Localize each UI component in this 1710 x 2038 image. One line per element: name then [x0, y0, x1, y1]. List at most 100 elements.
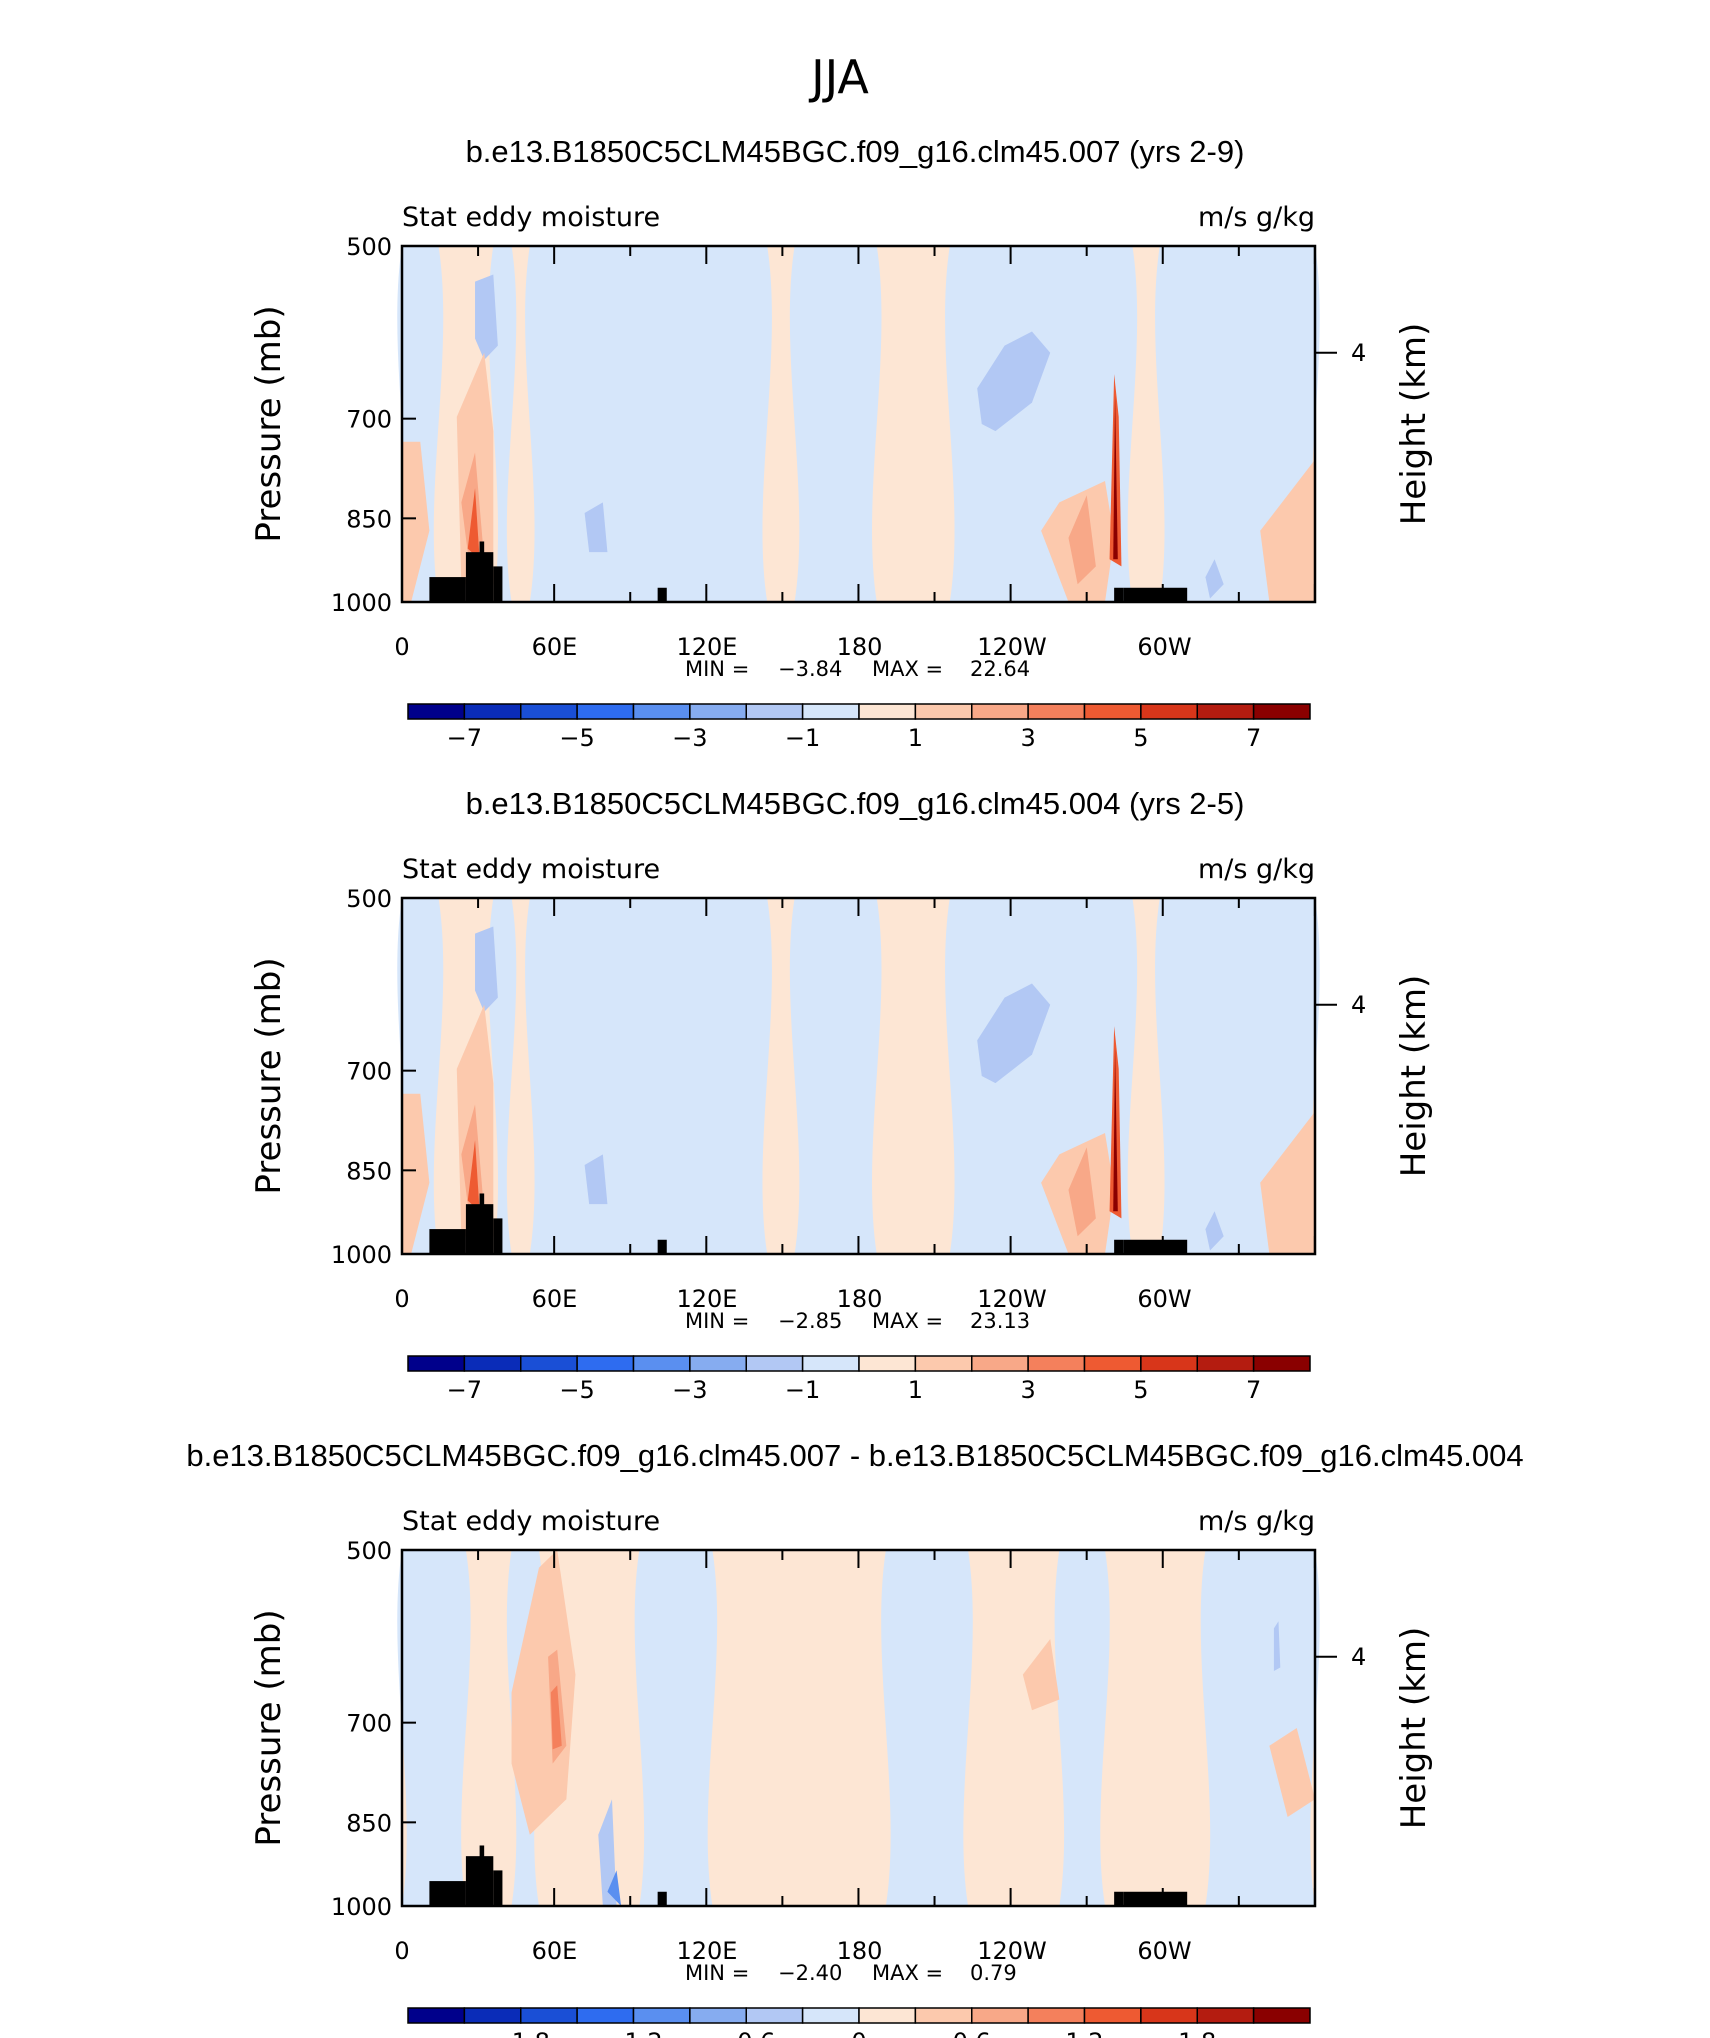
- colorbar-swatch: [1083, 1355, 1142, 1372]
- contour-field: [397, 246, 1320, 602]
- colorbar-swatch: [1196, 1355, 1255, 1372]
- min-value: −3.84: [778, 657, 842, 681]
- x-tick-label: 0: [394, 633, 409, 661]
- contour-blob: [1022, 1639, 1060, 1711]
- x-tick-label: 120E: [677, 633, 738, 661]
- orography-mask: [465, 1856, 494, 1906]
- x-tick-label: 60E: [532, 1937, 578, 1965]
- colorbar-label: −1.8: [492, 2028, 550, 2038]
- colorbar-swatch: [858, 1355, 917, 1372]
- field-negative-region: [397, 1550, 471, 1906]
- colorbar-label: 0: [851, 2028, 866, 2038]
- contour-blob: [1260, 1111, 1315, 1254]
- min-value: −2.40: [778, 1961, 842, 1985]
- colorbar: [407, 2007, 1311, 2024]
- x-tick-label: 180: [837, 633, 883, 661]
- field-negative-region: [1200, 1550, 1320, 1906]
- colorbar-label: 7: [1246, 724, 1261, 752]
- panel-title: b.e13.B1850C5CLM45BGC.f09_g16.clm45.007 …: [186, 1438, 1523, 1473]
- chart-panel-1: b.e13.B1850C5CLM45BGC.f09_g16.clm45.007 …: [249, 134, 1434, 752]
- colorbar-swatch: [1083, 703, 1142, 720]
- y-right-tick-label: 4: [1351, 991, 1366, 1019]
- x-tick-label: 60W: [1137, 1285, 1191, 1313]
- units-label: m/s g/kg: [1198, 202, 1315, 233]
- contour-blob: [467, 488, 480, 560]
- orography-mask: [479, 541, 485, 602]
- colorbar-label: 1.8: [1178, 2028, 1216, 2038]
- y-right-tick-label: 4: [1351, 1643, 1366, 1671]
- colorbar-swatch: [1027, 2007, 1086, 2024]
- colorbar-swatch: [520, 2007, 578, 2024]
- orography-mask: [493, 1870, 503, 1906]
- y-axis-title: Pressure (mb): [249, 957, 289, 1194]
- x-tick-label: 60E: [532, 633, 578, 661]
- orography-mask: [493, 1218, 503, 1254]
- colorbar-swatch: [632, 1355, 691, 1372]
- y-axis-right-title: Height (km): [1394, 1627, 1434, 1830]
- colorbar-swatch: [1140, 2007, 1198, 2024]
- colorbar-label: −1: [785, 724, 820, 752]
- field-negative-region: [789, 246, 882, 602]
- contour-blob: [1068, 1147, 1096, 1237]
- chart-panel-3: b.e13.B1850C5CLM45BGC.f09_g16.clm45.007 …: [186, 1438, 1523, 2038]
- y-right-tick-label: 4: [1351, 339, 1366, 367]
- colorbar-label: 0.6: [953, 2028, 991, 2038]
- y-tick-label: 500: [346, 1537, 392, 1565]
- colorbar: [407, 1355, 1311, 1372]
- panel-title: b.e13.B1850C5CLM45BGC.f09_g16.clm45.004 …: [466, 786, 1245, 821]
- contour-blob: [1205, 1211, 1224, 1251]
- y-tick-label: 500: [346, 233, 392, 261]
- variable-label: Stat eddy moisture: [402, 1506, 660, 1537]
- colorbar-swatch: [745, 2007, 804, 2024]
- x-tick-label: 120W: [977, 1937, 1047, 1965]
- field-negative-region: [634, 1550, 718, 1906]
- orography-mask: [1123, 1891, 1188, 1906]
- max-value: 22.64: [970, 657, 1030, 681]
- panel-title: b.e13.B1850C5CLM45BGC.f09_g16.clm45.007 …: [466, 134, 1245, 169]
- y-axis-title: Pressure (mb): [249, 1609, 289, 1846]
- x-tick-label: 0: [394, 1937, 409, 1965]
- x-tick-label: 180: [837, 1285, 883, 1313]
- y-axis-right-title: Height (km): [1394, 323, 1434, 526]
- colorbar-swatch: [971, 2007, 1029, 2024]
- contour-blob: [1269, 1728, 1315, 1817]
- colorbar-label: −3: [672, 1376, 707, 1404]
- colorbar-swatch: [576, 2007, 635, 2024]
- x-tick-label: 120E: [677, 1285, 738, 1313]
- colorbar-swatch: [745, 703, 804, 720]
- colorbar: [407, 703, 1311, 720]
- x-tick-label: 120E: [677, 1937, 738, 1965]
- y-axis-title: Pressure (mb): [249, 305, 289, 542]
- x-tick-label: 0: [394, 1285, 409, 1313]
- contour-field: [397, 1550, 1320, 1906]
- colorbar-swatch: [914, 703, 973, 720]
- colorbar-label: −5: [559, 1376, 594, 1404]
- orography-mask: [479, 1845, 485, 1906]
- colorbar-swatch: [520, 1355, 578, 1372]
- colorbar-swatch: [632, 2007, 691, 2024]
- contour-blob: [607, 1870, 622, 1906]
- max-label: MAX =: [872, 1961, 943, 1985]
- colorbar-label: −1.2: [604, 2028, 662, 2038]
- colorbar-swatch: [1027, 703, 1086, 720]
- contour-blob: [584, 1154, 608, 1205]
- colorbar-swatch: [576, 1355, 635, 1372]
- colorbar-label: −1: [785, 1376, 820, 1404]
- colorbar-swatch: [407, 1355, 466, 1372]
- contour-blob: [598, 1799, 617, 1906]
- y-tick-label: 850: [346, 505, 392, 533]
- orography-mask: [657, 1891, 667, 1906]
- y-tick-label: 1000: [331, 1893, 392, 1921]
- chart-panel-2: b.e13.B1850C5CLM45BGC.f09_g16.clm45.004 …: [249, 786, 1434, 1404]
- y-tick-label: 700: [346, 1710, 392, 1738]
- colorbar-swatch: [407, 2007, 466, 2024]
- orography-mask: [1114, 1239, 1124, 1254]
- colorbar-swatch: [1140, 1355, 1198, 1372]
- max-label: MAX =: [872, 1309, 943, 1333]
- variable-label: Stat eddy moisture: [402, 202, 660, 233]
- colorbar-swatch: [971, 1355, 1029, 1372]
- colorbar-label: −7: [447, 724, 482, 752]
- contour-field: [397, 898, 1320, 1254]
- orography-mask: [1123, 1239, 1188, 1254]
